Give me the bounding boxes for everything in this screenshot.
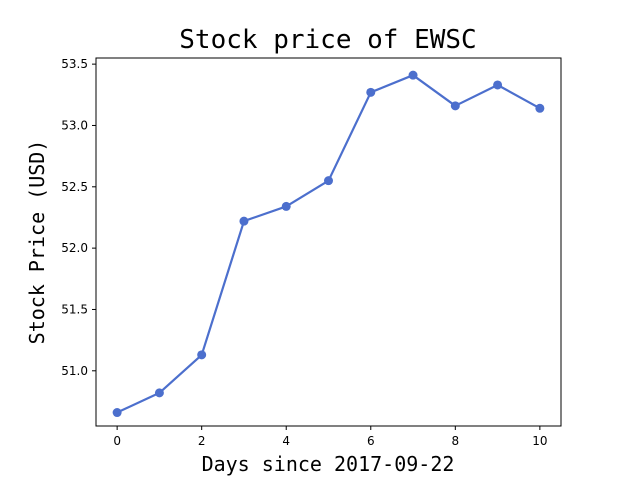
x-axis-label: Days since 2017-09-22 [202,452,455,476]
data-point [493,80,503,90]
x-tick-label: 6 [367,434,375,448]
data-point [154,388,164,398]
y-axis: 51.0 51.5 52.0 52.5 53.0 53.5 [61,57,96,378]
x-tick-label: 8 [451,434,459,448]
y-tick-label: 51.0 [61,364,88,378]
data-point [112,408,122,418]
data-point [281,201,291,211]
chart-title: Stock price of EWSC [179,25,476,55]
x-tick-label: 2 [198,434,206,448]
y-axis-label: Stock Price (USD) [25,140,49,345]
data-point [324,176,333,186]
data-point [535,103,545,113]
data-point [450,101,460,111]
x-tick-label: 10 [532,434,547,448]
x-axis: 0 2 4 6 8 10 [113,426,548,448]
data-point [408,70,418,80]
y-tick-label: 52.0 [61,241,88,255]
series-group [112,70,545,418]
x-tick-label: 4 [282,434,290,448]
y-tick-label: 51.5 [61,302,88,316]
y-tick-label: 52.5 [61,180,88,194]
y-tick-label: 53.5 [61,57,88,71]
plot-area [95,57,562,427]
data-point [366,87,376,97]
x-tick-label: 0 [113,434,121,448]
data-point [197,350,207,360]
y-tick-label: 53.0 [61,118,88,132]
data-point [239,216,249,226]
